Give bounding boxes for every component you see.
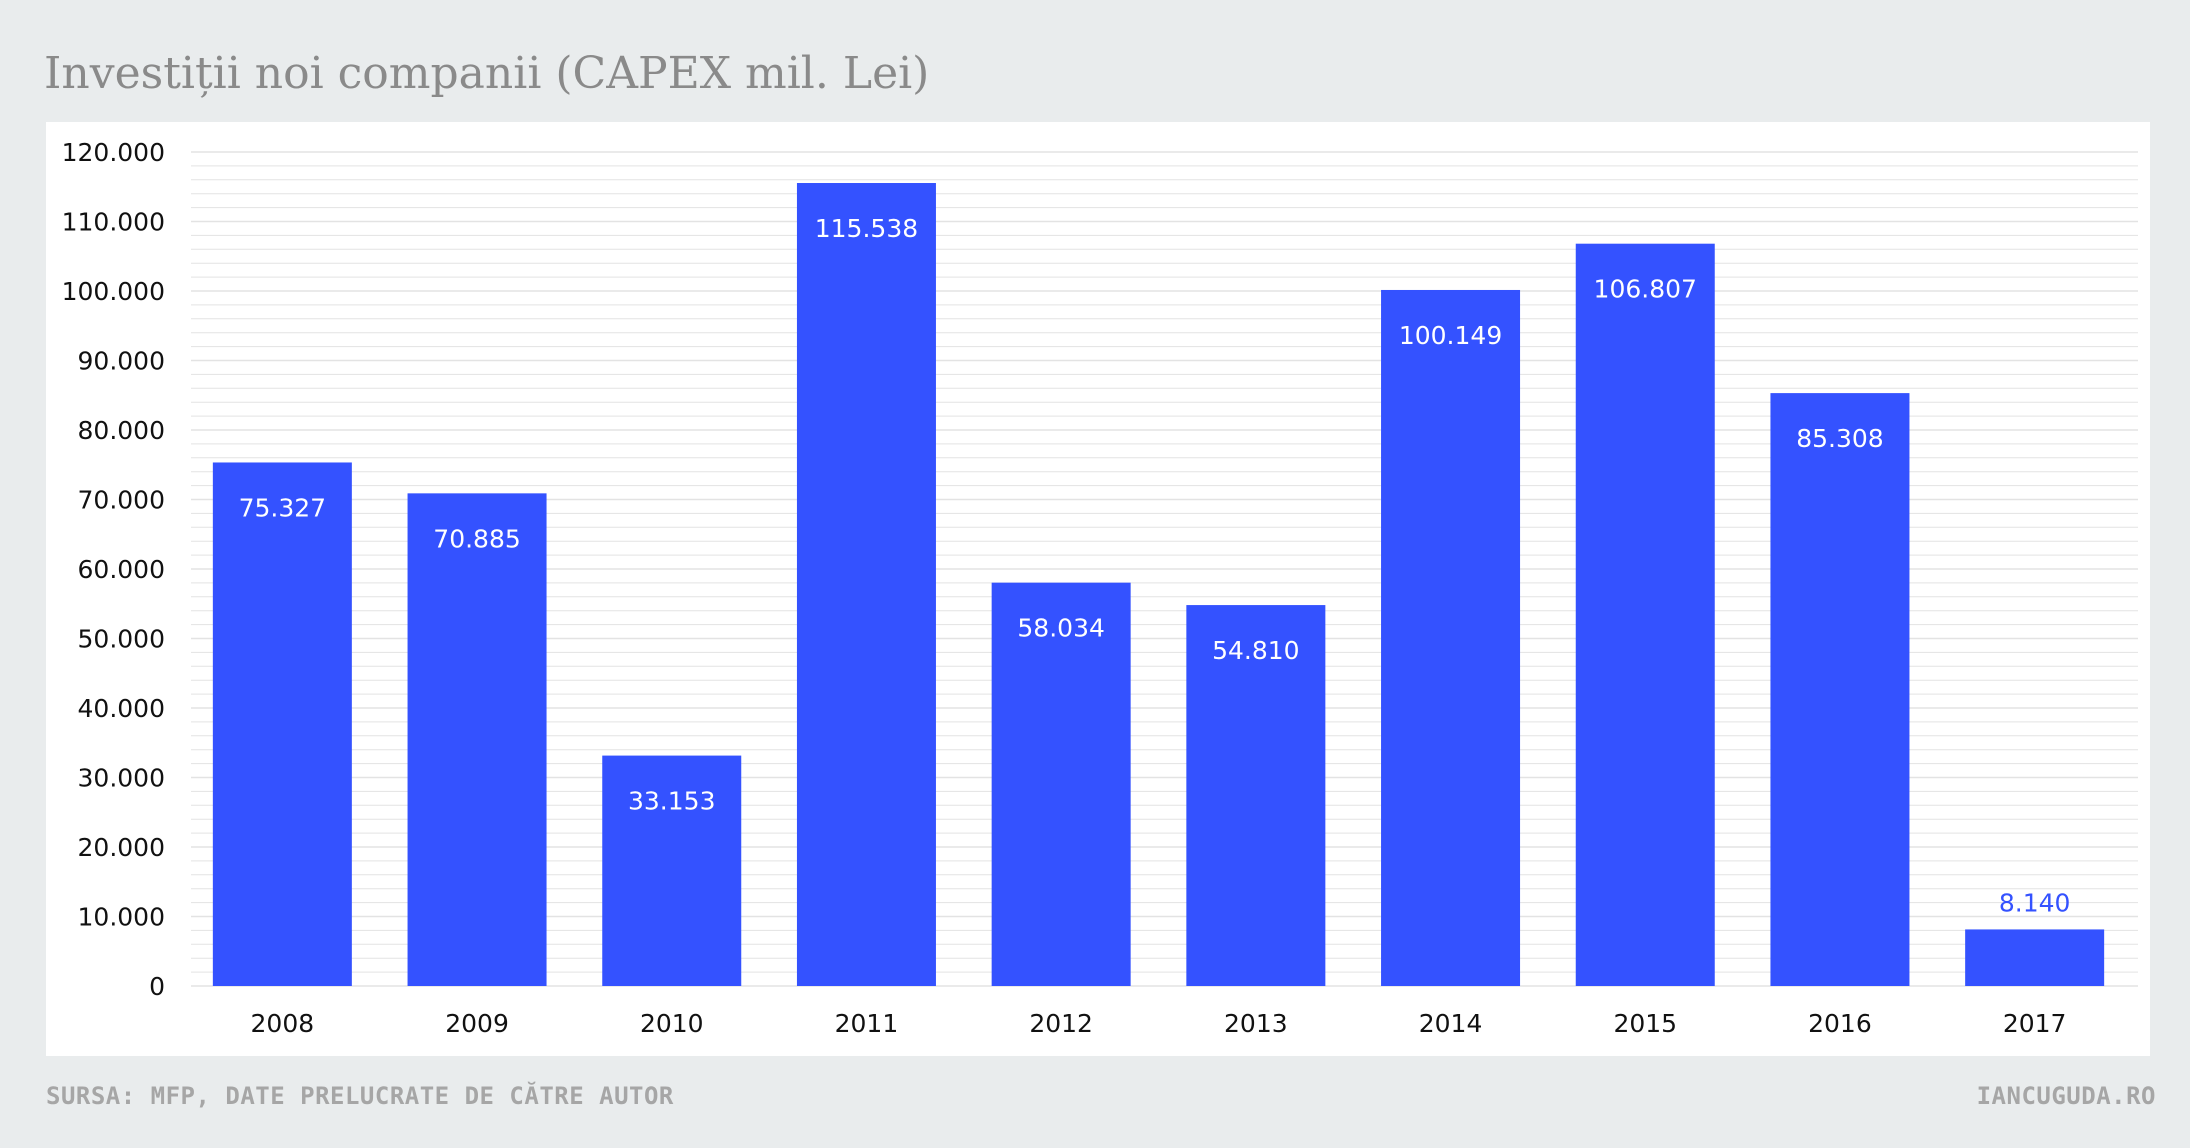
value-label: 58.034 (1017, 614, 1104, 643)
x-axis-labels: 2008 2009 2010 2011 2012 2013 2014 2015 2016 2017 (251, 1009, 2067, 1038)
x-tick-label: 2010 (640, 1009, 704, 1038)
x-tick-label: 2012 (1029, 1009, 1093, 1038)
x-tick-label: 2009 (445, 1009, 509, 1038)
bar (1186, 605, 1326, 986)
bar (602, 755, 742, 986)
y-tick-label: 0 (149, 972, 165, 1001)
y-tick-label: 10.000 (78, 903, 165, 932)
value-label: 70.885 (433, 524, 520, 553)
value-label: 106.807 (1594, 275, 1697, 304)
value-label: 33.153 (628, 787, 715, 816)
chart-panel: 0 10.000 20.000 30.000 40.000 50.000 60.000 70.… (46, 122, 2150, 1056)
source-note: SURSA: MFP, DATE PRELUCRATE DE CĂTRE AUT… (46, 1082, 674, 1110)
y-tick-label: 120.000 (62, 138, 165, 167)
bar (796, 183, 936, 987)
y-axis-labels: 0 10.000 20.000 30.000 40.000 50.000 60.000 70.… (62, 138, 165, 1001)
bar (1770, 393, 1910, 987)
value-label: 100.149 (1399, 321, 1502, 350)
x-tick-label: 2011 (835, 1009, 899, 1038)
y-tick-label: 60.000 (78, 555, 165, 584)
bar (1575, 243, 1715, 986)
x-tick-label: 2017 (2003, 1009, 2067, 1038)
value-labels: 75.327 70.885 33.153 115.538 58.034 54.810 100… (239, 214, 2071, 917)
bar-chart: 0 10.000 20.000 30.000 40.000 50.000 60.000 70.… (62, 138, 2138, 1038)
y-tick-label: 80.000 (78, 416, 165, 445)
y-tick-label: 40.000 (78, 694, 165, 723)
value-label: 115.538 (815, 214, 918, 243)
bar (212, 462, 352, 986)
x-tick-label: 2016 (1808, 1009, 1872, 1038)
bar (407, 493, 547, 986)
bar (1965, 929, 2105, 986)
y-tick-label: 110.000 (62, 208, 165, 237)
y-tick-label: 50.000 (78, 625, 165, 654)
y-tick-label: 30.000 (78, 764, 165, 793)
bars (212, 183, 2105, 987)
bar (1381, 289, 1521, 986)
y-tick-label: 100.000 (62, 277, 165, 306)
x-tick-label: 2013 (1224, 1009, 1288, 1038)
value-label: 75.327 (239, 493, 326, 522)
value-label: 85.308 (1796, 424, 1883, 453)
x-tick-label: 2015 (1613, 1009, 1677, 1038)
chart-title: Investiții noi companii (CAPEX mil. Lei) (44, 48, 930, 99)
y-tick-label: 90.000 (78, 347, 165, 376)
x-tick-label: 2014 (1419, 1009, 1483, 1038)
y-tick-label: 20.000 (78, 833, 165, 862)
value-label: 54.810 (1212, 636, 1299, 665)
site-credit: IANCUGUDA.RO (1976, 1082, 2156, 1110)
bar (991, 582, 1131, 986)
value-label: 8.140 (1999, 888, 2071, 917)
x-tick-label: 2008 (251, 1009, 315, 1038)
y-tick-label: 70.000 (78, 486, 165, 515)
